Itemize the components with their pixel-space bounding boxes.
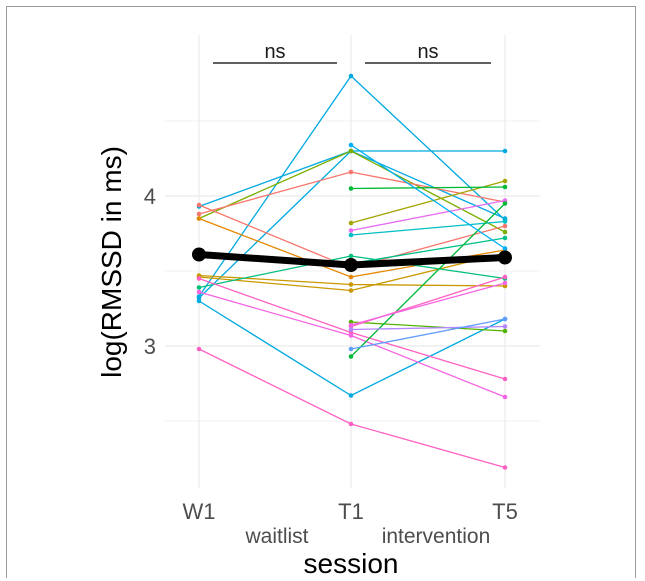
series-point	[502, 219, 508, 224]
series-line	[350, 282, 506, 326]
series-line	[350, 144, 506, 250]
series-point	[348, 228, 354, 233]
series-point	[502, 274, 508, 280]
series-point	[348, 73, 354, 79]
series-point	[348, 142, 354, 148]
series-point	[502, 235, 508, 241]
x-tick-label: T1	[338, 499, 364, 524]
y-tick-label: 3	[144, 334, 156, 359]
y-axis-title: log(RMSSD in ms)	[96, 146, 127, 378]
series-point	[348, 232, 354, 238]
series-point	[502, 316, 508, 322]
series-point	[502, 394, 508, 400]
series-point	[348, 421, 354, 427]
series-point	[196, 289, 202, 295]
series-line	[198, 150, 506, 233]
series-point	[196, 346, 202, 352]
series-point	[348, 169, 354, 175]
mean-point	[498, 250, 512, 265]
series-line	[350, 321, 506, 332]
series-point	[196, 211, 202, 217]
mean-point	[344, 258, 358, 272]
series-point	[348, 354, 354, 359]
y-tick-label: 4	[144, 184, 156, 209]
series-point	[348, 288, 354, 293]
series-point	[348, 274, 354, 280]
series-point	[196, 276, 202, 281]
series-point	[502, 280, 508, 286]
condition-labels: waitlist intervention	[244, 525, 490, 548]
series-point	[348, 322, 354, 328]
significance-brackets: ns ns	[213, 41, 491, 64]
series-point	[348, 333, 354, 338]
x-tick-label: T5	[492, 499, 518, 524]
series-line	[350, 318, 506, 350]
series-points	[196, 73, 508, 470]
series-point	[502, 148, 508, 154]
series-line	[198, 291, 506, 398]
series-point	[348, 220, 354, 226]
series-point	[502, 324, 508, 329]
series-point	[502, 465, 508, 470]
series-line	[350, 325, 506, 331]
series-line	[350, 203, 506, 357]
mean-point	[192, 247, 206, 262]
series-point	[196, 294, 202, 299]
condition-label: waitlist	[244, 525, 308, 548]
series-point	[502, 376, 508, 382]
series-line	[350, 186, 506, 190]
series-point	[348, 253, 354, 259]
series-point	[348, 346, 354, 352]
series-point	[502, 201, 508, 206]
series-line	[350, 237, 506, 265]
series-point	[502, 223, 508, 229]
condition-label: intervention	[382, 525, 491, 548]
x-tick-label: W1	[183, 499, 216, 524]
series-point	[502, 246, 508, 251]
series-line	[198, 348, 506, 469]
series-point	[348, 148, 354, 154]
y-axis-ticks: 34	[144, 184, 156, 359]
series-point	[348, 327, 354, 332]
series-line	[350, 180, 506, 224]
x-axis-ticks: W1 T1 T5	[183, 499, 518, 524]
significance-label: ns	[417, 41, 438, 63]
figure-frame	[6, 6, 636, 578]
series-point	[502, 184, 508, 190]
series-point	[348, 282, 354, 287]
significance-label: ns	[264, 41, 285, 63]
series-point	[502, 178, 508, 184]
series-point	[196, 202, 202, 208]
mean-line	[192, 247, 512, 272]
series-point	[196, 216, 202, 221]
series-point	[196, 298, 202, 304]
series-point	[348, 393, 354, 398]
series-point	[196, 285, 202, 290]
series-point	[502, 328, 508, 334]
x-axis-title: session	[304, 548, 399, 579]
series-point	[348, 186, 354, 191]
series-point	[502, 229, 508, 235]
series-line	[350, 199, 506, 232]
series-line	[350, 220, 506, 236]
